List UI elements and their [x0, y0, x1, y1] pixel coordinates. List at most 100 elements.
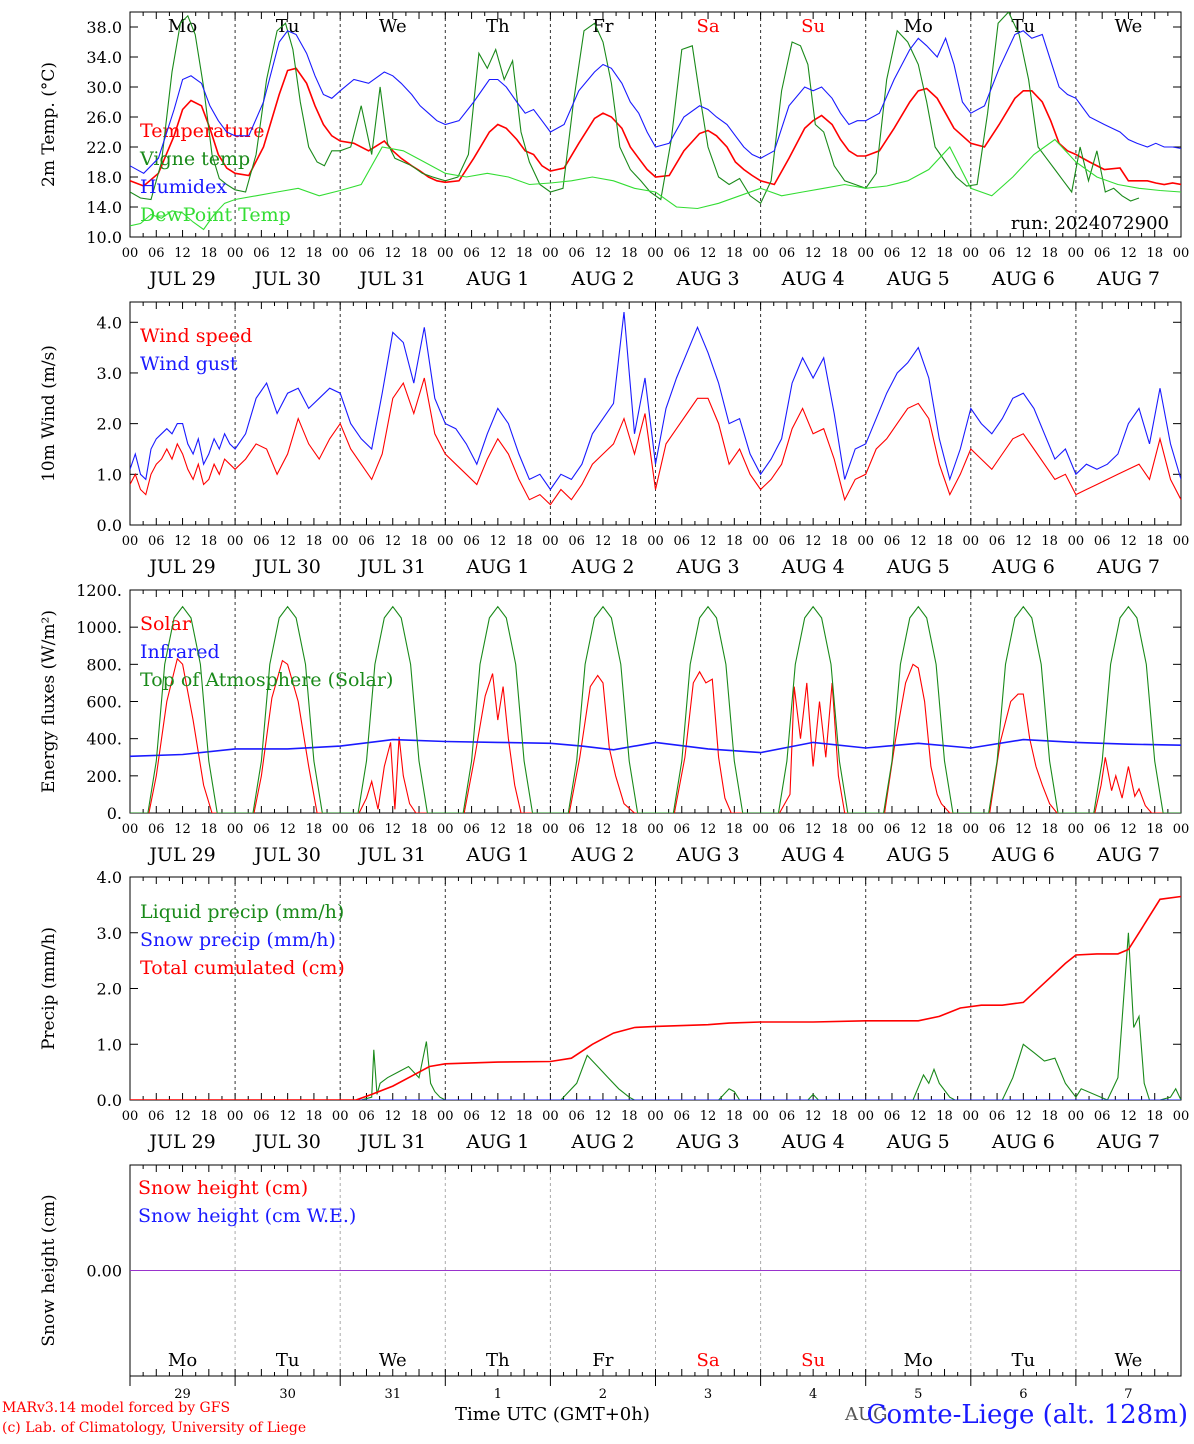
hour-tick-label: 12: [595, 822, 612, 837]
hour-tick-label: 12: [1015, 534, 1032, 549]
hour-tick-label: 06: [358, 822, 375, 837]
weekday-label: Tu: [1012, 1350, 1036, 1371]
hour-tick-label: 18: [936, 246, 953, 261]
hour-tick-label: 12: [490, 246, 507, 261]
y-tick-label: 0.0: [97, 1091, 122, 1110]
y-tick-label: 26.0: [86, 108, 122, 127]
hour-tick-label: 00: [1173, 534, 1190, 549]
hour-tick-label: 00: [542, 534, 559, 549]
hour-tick-label: 12: [805, 246, 822, 261]
hour-tick-label: 00: [1068, 1109, 1085, 1124]
y-axis-label: 2m Temp. (°C): [39, 62, 59, 187]
hour-tick-label: 00: [332, 534, 349, 549]
hour-tick-label: 00: [122, 1109, 139, 1124]
series-line-temperature: [130, 67, 1181, 187]
hour-tick-label: 18: [516, 246, 533, 261]
hour-tick-label: 18: [201, 246, 218, 261]
hour-tick-label: 00: [437, 534, 454, 549]
hour-tick-label: 12: [490, 822, 507, 837]
hour-tick-label: 06: [884, 246, 901, 261]
y-tick-label: 2.0: [97, 415, 122, 434]
hour-tick-label: 00: [647, 534, 664, 549]
weekday-label: Th: [486, 16, 510, 37]
hour-tick-label: 00: [857, 246, 874, 261]
date-label: AUG 5: [886, 556, 950, 578]
hour-tick-label: 06: [884, 1109, 901, 1124]
hour-tick-label: 18: [1041, 822, 1058, 837]
date-label: AUG 5: [886, 268, 950, 290]
legend-entry: Snow height (cm): [138, 1177, 308, 1199]
hour-tick-label: 00: [1068, 246, 1085, 261]
hour-tick-label: 00: [1068, 534, 1085, 549]
hour-tick-label: 06: [779, 534, 796, 549]
y-tick-label: 800.: [86, 655, 122, 674]
hour-tick-label: 18: [936, 1109, 953, 1124]
hour-tick-label: 00: [332, 246, 349, 261]
series-line-vigne-temp: [130, 12, 1140, 205]
hour-tick-label: 00: [542, 246, 559, 261]
y-axis-label: Snow height (cm): [39, 1194, 59, 1346]
panel-frame: [129, 301, 1182, 526]
date-label: AUG 3: [676, 268, 740, 290]
date-label: AUG 3: [676, 556, 740, 578]
hour-tick-label: 18: [201, 1109, 218, 1124]
y-tick-label: 30.0: [86, 78, 122, 97]
hour-tick-label: 00: [647, 1109, 664, 1124]
hour-tick-label: 18: [306, 1109, 323, 1124]
hour-tick-label: 12: [1120, 822, 1137, 837]
hour-tick-label: 00: [752, 822, 769, 837]
hour-tick-label: 00: [437, 1109, 454, 1124]
hour-tick-label: 06: [253, 1109, 270, 1124]
date-label: AUG 2: [570, 556, 634, 578]
hour-tick-label: 12: [910, 1109, 927, 1124]
hour-tick-label: 12: [700, 246, 717, 261]
hour-tick-label: 18: [411, 246, 428, 261]
date-label: AUG 7: [1096, 844, 1160, 866]
hour-tick-label: 12: [1120, 246, 1137, 261]
weekday-label: Su: [801, 16, 825, 37]
hour-tick-label: 18: [201, 822, 218, 837]
hour-tick-label: 18: [1041, 1109, 1058, 1124]
weekday-label: We: [1115, 1350, 1143, 1371]
weekday-label: Tu: [276, 1350, 300, 1371]
hour-tick-label: 12: [1120, 1109, 1137, 1124]
y-tick-label: 200.: [86, 767, 122, 786]
legend-entry: Solar: [140, 613, 192, 635]
weekday-label: Mo: [904, 1350, 933, 1371]
hour-tick-label: 06: [989, 246, 1006, 261]
hour-tick-label: 12: [279, 246, 296, 261]
hour-tick-label: 18: [621, 1109, 638, 1124]
y-tick-label: 0.: [107, 804, 122, 823]
panel-frame: [129, 589, 1182, 814]
hour-tick-label: 06: [989, 822, 1006, 837]
hour-tick-label: 06: [779, 1109, 796, 1124]
day-number-label: 5: [914, 1387, 922, 1402]
weekday-label: Mo: [168, 1350, 197, 1371]
date-label: AUG 7: [1096, 556, 1160, 578]
weekday-label: Th: [486, 1350, 510, 1371]
weekday-label: We: [1115, 16, 1143, 37]
date-label: AUG 7: [1096, 1131, 1160, 1153]
hour-tick-label: 12: [805, 822, 822, 837]
hour-tick-label: 06: [674, 1109, 691, 1124]
y-tick-label: 1000.: [76, 618, 122, 637]
hour-tick-label: 00: [542, 822, 559, 837]
series-line-humidex: [130, 30, 1181, 174]
date-label: AUG 2: [570, 1131, 634, 1153]
hour-tick-label: 06: [148, 1109, 165, 1124]
date-label: JUL 30: [252, 268, 320, 290]
date-label: AUG 1: [465, 556, 529, 578]
date-label: AUG 6: [991, 844, 1055, 866]
legend-entry: Total cumulated (cm): [140, 957, 345, 979]
date-label: AUG 4: [781, 556, 845, 578]
date-label: AUG 4: [781, 1131, 845, 1153]
hour-tick-label: 18: [726, 822, 743, 837]
hour-tick-label: 06: [1094, 534, 1111, 549]
hour-tick-label: 00: [122, 822, 139, 837]
date-label: AUG 3: [676, 844, 740, 866]
y-axis-label: Energy fluxes (W/m²): [39, 610, 59, 793]
weekday-label: Tu: [276, 16, 300, 37]
hour-tick-label: 00: [647, 822, 664, 837]
y-tick-label: 0.00: [86, 1262, 122, 1281]
